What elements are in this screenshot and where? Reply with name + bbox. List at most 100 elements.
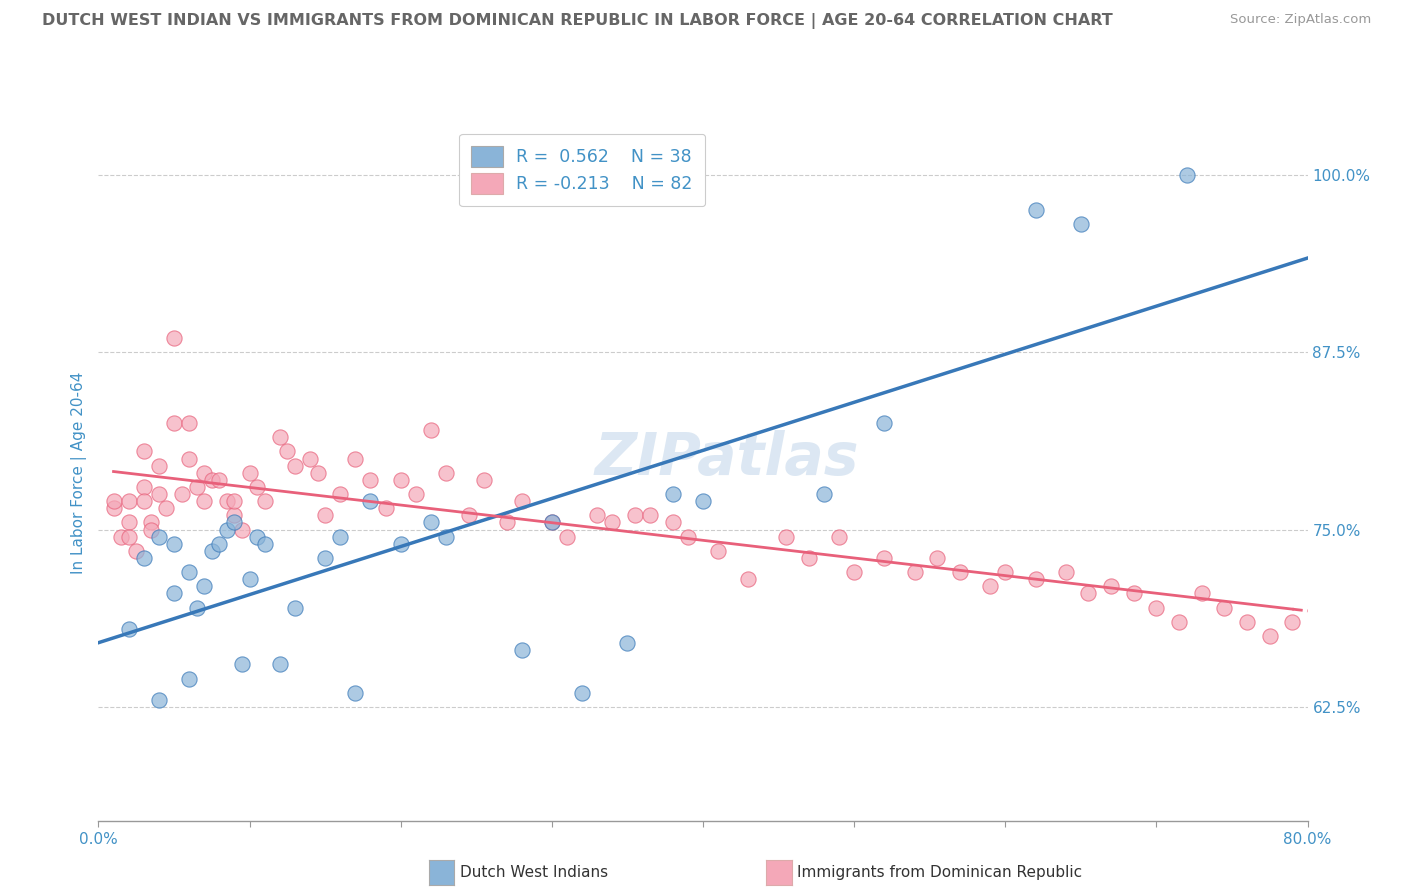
Point [434,466,457,480]
Point [148,530,170,544]
Point [344,451,367,466]
Point [1024,203,1046,218]
Point [374,501,396,516]
Point [510,494,533,508]
Point [170,487,193,501]
Point [828,530,851,544]
Point [692,494,714,508]
Point [434,530,457,544]
Point [215,494,238,508]
Point [284,600,307,615]
Point [405,487,427,501]
Point [1122,586,1144,600]
Point [1054,565,1077,579]
Point [571,686,593,700]
Point [179,565,201,579]
Point [360,473,382,487]
Point [224,516,246,530]
Point [193,579,215,593]
Point [360,494,382,508]
Point [1168,615,1191,629]
Text: 0.0%: 0.0% [79,832,118,847]
Point [118,494,141,508]
Point [224,494,246,508]
Point [797,551,820,566]
Point [193,494,215,508]
Point [662,487,685,501]
Point [844,565,866,579]
Point [269,657,291,672]
Point [118,516,141,530]
Text: Dutch West Indians: Dutch West Indians [460,865,607,880]
Point [624,508,647,523]
Point [284,458,307,473]
Point [125,544,148,558]
Point [186,600,208,615]
Point [208,473,231,487]
Point [707,544,730,558]
Point [163,416,186,430]
Point [904,565,927,579]
Point [662,516,685,530]
Point [389,537,412,551]
Point [276,444,298,458]
Point [231,657,253,672]
Point [269,430,291,444]
Point [201,544,224,558]
Point [457,508,479,523]
Point [132,551,155,566]
Point [813,487,835,501]
Point [201,473,224,487]
Point [239,466,262,480]
Point [472,473,495,487]
Point [638,508,661,523]
Point [132,494,155,508]
Point [1236,615,1258,629]
Point [873,551,896,566]
Point [1099,579,1122,593]
Point [148,458,170,473]
Point [1281,615,1303,629]
Point [420,516,443,530]
Point [586,508,609,523]
Point [344,686,367,700]
Text: DUTCH WEST INDIAN VS IMMIGRANTS FROM DOMINICAN REPUBLIC IN LABOR FORCE | AGE 20-: DUTCH WEST INDIAN VS IMMIGRANTS FROM DOM… [42,13,1114,29]
Point [994,565,1017,579]
Point [676,530,699,544]
Point [314,551,336,566]
Point [1024,572,1046,586]
Point [118,530,141,544]
Point [103,501,125,516]
Point [141,516,163,530]
Point [602,516,624,530]
Point [163,537,186,551]
Point [224,508,246,523]
Point [927,551,949,566]
Point [1070,217,1092,231]
Point [873,416,896,430]
Point [132,480,155,494]
Point [616,636,638,650]
Point [775,530,797,544]
Point [299,451,322,466]
Point [495,516,517,530]
Point [329,487,352,501]
Point [231,523,253,537]
Point [510,643,533,657]
Point [329,530,352,544]
Point [540,516,562,530]
Point [246,530,269,544]
Point [103,494,125,508]
Point [1144,600,1167,615]
Point [1258,629,1281,643]
Point [1175,168,1198,182]
Point [141,523,163,537]
Point [314,508,336,523]
Point [110,530,132,544]
Text: ZIPatlas: ZIPatlas [595,430,859,487]
Point [1191,586,1213,600]
Point [148,487,170,501]
Point [307,466,329,480]
Point [555,530,578,544]
Point [1077,586,1099,600]
